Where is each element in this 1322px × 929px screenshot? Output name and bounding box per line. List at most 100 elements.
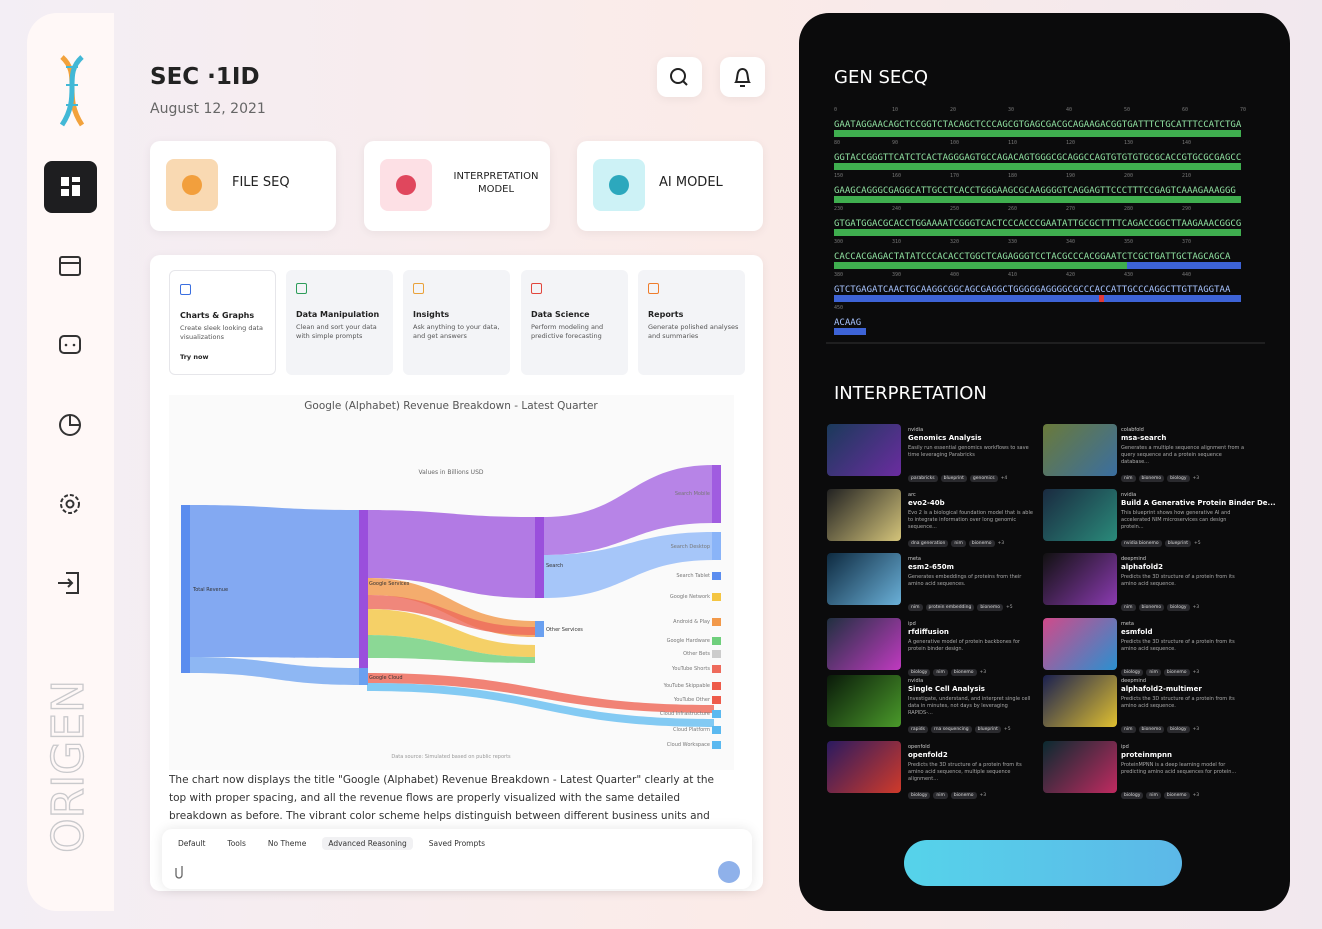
sankey-chart: Google (Alphabet) Revenue Breakdown - La…: [181, 400, 721, 760]
model-tag: nim: [908, 604, 923, 611]
sankey-node: [535, 621, 544, 637]
model-desc: Generates a multiple sequence alignment …: [1121, 445, 1245, 465]
model-card[interactable]: ipd proteinmpnn ProteinMPNN is a deep lear…: [1040, 741, 1250, 799]
ruler-tick: 10: [892, 107, 898, 113]
tool-icon: [648, 283, 659, 294]
model-org: nvidia: [908, 678, 924, 684]
ruler-tick: 100: [950, 140, 959, 146]
model-card[interactable]: meta esm2-650m Generates embeddings of pro…: [827, 553, 1037, 611]
model-card[interactable]: deepmind alphafold2-multimer Predicts the …: [1040, 675, 1250, 733]
sankey-node: [712, 465, 721, 523]
send-button[interactable]: [718, 861, 740, 883]
model-card[interactable]: meta esmfold Predicts the 3D structure of …: [1040, 618, 1250, 676]
tool-desc: Create sleek looking data visualizations: [180, 324, 263, 341]
nav-settings[interactable]: [44, 478, 97, 530]
model-card[interactable]: nvidia Build A Generative Protein Binder …: [1040, 489, 1276, 547]
nav-reports[interactable]: [44, 399, 97, 451]
model-org: meta: [1121, 621, 1134, 627]
feature-card[interactable]: AI MODEL: [577, 141, 763, 231]
model-name: Single Cell Analysis: [908, 685, 985, 693]
model-tag: nim: [1121, 726, 1136, 733]
model-thumb: [827, 489, 901, 541]
attach-icon[interactable]: [174, 863, 188, 879]
ruler-tick: 340: [1066, 239, 1075, 245]
tool-card[interactable]: Data Science Perform modeling and predict…: [521, 270, 628, 375]
model-card[interactable]: colabfold msa-search Generates a multiple …: [1040, 424, 1250, 482]
model-more: +5: [1003, 727, 1011, 732]
card-label: INTERPRETATION MODEL: [453, 171, 539, 195]
notification-button[interactable]: [720, 57, 765, 97]
model-tags: nim protein embedding bionemo +5: [908, 593, 1013, 612]
toolbar-button[interactable]: Advanced Reasoning: [322, 837, 413, 850]
model-desc: Evo 2 is a biological foundation model t…: [908, 510, 1033, 530]
model-more: +3: [997, 541, 1005, 546]
model-card[interactable]: ipd rfdiffusion A generative model of prot…: [827, 618, 1037, 676]
model-tag: protein embedding: [925, 604, 975, 611]
model-tag: bionemo: [1138, 604, 1165, 611]
card-icon: [166, 159, 218, 211]
toolbar-button[interactable]: Tools: [227, 839, 246, 848]
node-label: Total Revenue: [192, 587, 228, 593]
ruler-tick: 240: [892, 206, 901, 212]
model-name: proteinmpnn: [1121, 751, 1173, 759]
sequence-bar: [834, 229, 1241, 236]
model-card[interactable]: nvidia Single Cell Analysis Investigate, u…: [827, 675, 1037, 733]
nav-logout[interactable]: [44, 557, 97, 609]
model-card[interactable]: deepmind alphafold2 Predicts the 3D struct…: [1040, 553, 1250, 611]
feature-card[interactable]: INTERPRETATION MODEL: [364, 141, 550, 231]
sankey-flow: [367, 673, 714, 713]
sequence: GGTACCGGGTTCATCTCACTAGGGAGTGCCAGACAGTGGG…: [834, 153, 1241, 163]
nav-dashboard[interactable]: [44, 161, 97, 213]
tool-card[interactable]: Charts & Graphs Create sleek looking data…: [169, 270, 276, 375]
model-tags: biology nim bionemo +3: [908, 658, 986, 677]
model-thumb: [827, 675, 901, 727]
model-more: +4: [1000, 476, 1008, 481]
ruler-tick: 120: [1066, 140, 1075, 146]
page-title: SEC ·1ID: [150, 64, 260, 90]
model-tag: biology: [1121, 669, 1144, 676]
nav-chat[interactable]: [44, 320, 97, 372]
model-more: +5: [1194, 541, 1201, 546]
model-tag: parabricks: [908, 475, 938, 482]
model-tag: blueprint: [940, 475, 967, 482]
tool-link[interactable]: Try now: [180, 353, 209, 361]
model-card[interactable]: nvidia Genomics Analysis Easily run essent…: [827, 424, 1037, 482]
ruler-tick: 130: [1124, 140, 1133, 146]
sankey-flow: [367, 578, 535, 637]
model-tag: biology: [1167, 475, 1190, 482]
model-tags: nim bionemo biology +3: [1121, 593, 1199, 612]
model-thumb: [1043, 424, 1117, 476]
model-tags: biology nim bionemo +3: [1121, 658, 1199, 677]
ruler-tick: 260: [1008, 206, 1017, 212]
search-button[interactable]: [657, 57, 702, 97]
model-more: +3: [979, 793, 987, 798]
toolbar-button[interactable]: No Theme: [267, 839, 307, 848]
model-tags: biology nim bionemo +3: [908, 781, 986, 800]
toolbar-button[interactable]: Default: [178, 839, 206, 848]
tool-card[interactable]: Insights Ask anything to your data, and g…: [403, 270, 510, 375]
action-button[interactable]: [904, 840, 1182, 886]
ruler-tick: 30: [1008, 107, 1014, 113]
sankey-node: [535, 517, 544, 598]
card-icon: [380, 159, 432, 211]
model-desc: A generative model of protein backbones …: [908, 639, 1020, 652]
model-card[interactable]: openfold openfold2 Predicts the 3D structu…: [827, 741, 1037, 799]
tool-desc: Generate polished analyses and summaries: [648, 323, 739, 340]
ruler-tick: 310: [892, 239, 901, 245]
ruler-tick: 280: [1124, 206, 1133, 212]
sequence: GTGATGGACGCACCTGGAAAATCGGGTCACTCCCACCCGA…: [834, 219, 1241, 229]
tool-card[interactable]: Data Manipulation Clean and sort your dat…: [286, 270, 393, 375]
model-tag: rapids: [908, 726, 928, 733]
prompt-box: Default Tools No Theme Advanced Reasoning Sa…: [162, 829, 752, 889]
ruler-tick: 190: [1066, 173, 1075, 179]
nav-calendar[interactable]: [44, 241, 97, 293]
toolbar-button[interactable]: Saved Prompts: [428, 839, 486, 848]
model-tag: bionemo: [950, 792, 977, 799]
model-tag: bionemo: [950, 669, 977, 676]
node-label: Google Network: [670, 594, 710, 600]
ruler-tick: 380: [834, 272, 843, 278]
model-card[interactable]: arc evo2-40b Evo 2 is a biological foundat…: [827, 489, 1037, 547]
feature-card[interactable]: FILE SEQ: [150, 141, 336, 231]
tool-card[interactable]: Reports Generate polished analyses and su…: [638, 270, 745, 375]
node-label: YouTube Other: [673, 697, 711, 703]
